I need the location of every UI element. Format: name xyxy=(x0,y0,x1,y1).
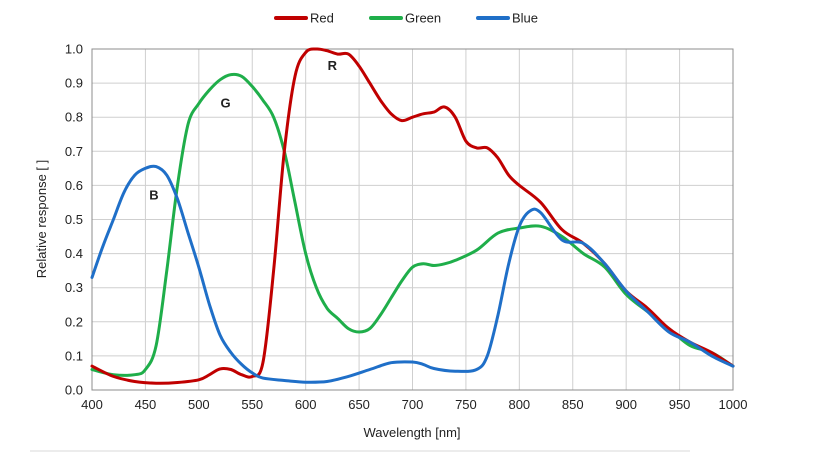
series-line-green xyxy=(90,72,735,377)
legend: Red Green Blue xyxy=(274,11,538,26)
x-tick-label: 600 xyxy=(295,397,317,412)
curve-annotation-label: G xyxy=(220,96,230,111)
x-tick-label: 950 xyxy=(669,397,691,412)
legend-label: Blue xyxy=(512,11,538,26)
x-tick-label: 500 xyxy=(188,397,210,412)
x-tick-label: 400 xyxy=(81,397,103,412)
y-tick-label: 0.9 xyxy=(65,76,83,91)
legend-item-red: Red xyxy=(274,11,334,26)
x-tick-label: 1000 xyxy=(719,397,748,412)
x-tick-label: 700 xyxy=(402,397,424,412)
legend-label: Red xyxy=(310,11,334,26)
curve-annotation-label: R xyxy=(328,58,338,73)
y-tick-label: 0.0 xyxy=(65,383,83,398)
x-tick-label: 450 xyxy=(135,397,157,412)
y-axis-title: Relative response [ ] xyxy=(34,160,49,279)
x-tick-label: 550 xyxy=(241,397,263,412)
y-tick-labels: 0.0 0.1 0.2 0.3 0.4 0.5 0.6 0.7 0.8 0.9 1.0 xyxy=(65,42,83,398)
curve-annotation-label: B xyxy=(149,188,158,203)
x-tick-label: 650 xyxy=(348,397,370,412)
y-tick-label: 0.5 xyxy=(65,212,83,227)
x-tick-label: 750 xyxy=(455,397,477,412)
x-tick-label: 850 xyxy=(562,397,584,412)
series-line-blue xyxy=(90,164,735,384)
y-tick-label: 0.8 xyxy=(65,110,83,125)
y-tick-label: 0.2 xyxy=(65,314,83,329)
series-line-red xyxy=(90,47,735,385)
y-tick-label: 0.4 xyxy=(65,246,83,261)
x-tick-labels: 400 450 500 550 600 650 700 750 800 850 900 950 1000 xyxy=(81,397,747,412)
series-group xyxy=(90,47,735,385)
legend-item-green: Green xyxy=(369,11,441,26)
x-tick-label: 800 xyxy=(508,397,530,412)
annotation-group: R G B xyxy=(149,58,337,203)
legend-label: Green xyxy=(405,11,441,26)
y-tick-label: 0.7 xyxy=(65,144,83,159)
y-tick-label: 1.0 xyxy=(65,42,83,57)
legend-item-blue: Blue xyxy=(476,11,538,26)
x-tick-label: 900 xyxy=(615,397,637,412)
y-tick-label: 0.3 xyxy=(65,280,83,295)
y-tick-label: 0.1 xyxy=(65,348,83,363)
x-axis-title: Wavelength [nm] xyxy=(363,425,460,440)
y-tick-label: 0.6 xyxy=(65,178,83,193)
plot-frame xyxy=(91,48,734,391)
